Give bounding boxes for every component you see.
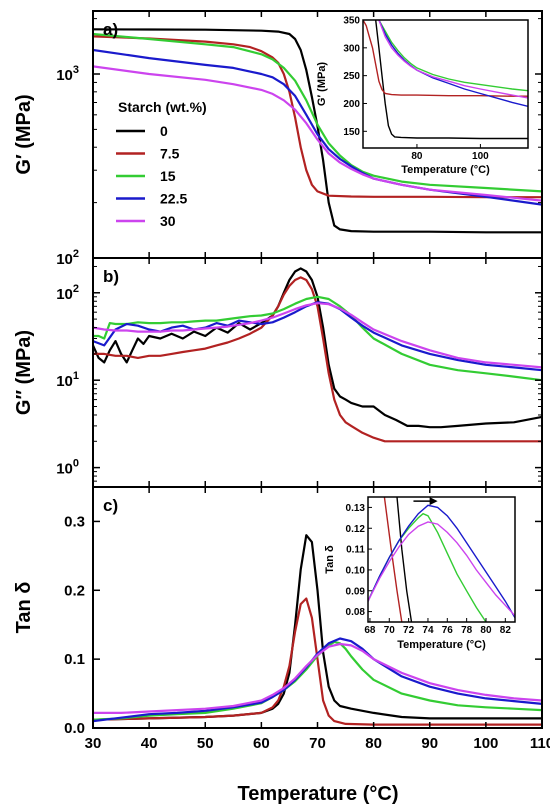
inset-c-tan-delta-zoom: 68 70 72 74 76 78 80 82 0.08 0.09 0.10 0.11 0.12 0.13… xyxy=(324,496,516,651)
inset-x-tick-label: 70 xyxy=(384,625,396,636)
y-tick-label: 0.1 xyxy=(64,651,85,668)
y-tick-label: 100 xyxy=(56,458,79,478)
y-tick-label: 103 xyxy=(56,64,79,84)
inset-y-tick-label: 350 xyxy=(343,16,360,27)
y-tick-label-exponent: 3 xyxy=(73,64,79,76)
y-tick-label: 101 xyxy=(56,370,79,390)
series-line-7.5 xyxy=(93,276,542,443)
legend-entry: 0 xyxy=(160,123,168,139)
inset-a-storage-modulus-zoom: 80 100 150 200 250 300 350 Temperature (°C) G′ (… xyxy=(316,16,529,176)
inset-x-tick-label: 80 xyxy=(480,625,492,636)
inset-arrow-head xyxy=(429,497,438,506)
inset-x-tick-label: 68 xyxy=(364,625,376,636)
y-tick-label: 0.0 xyxy=(64,720,85,737)
inset-x-tick-label: 80 xyxy=(411,151,423,162)
y-tick-label-exponent: 2 xyxy=(73,248,79,260)
series-line-7.5 xyxy=(93,35,542,199)
series-line-0 xyxy=(93,267,542,429)
inset-x-axis-label: Temperature (°C) xyxy=(401,164,490,176)
y-axis-label: G″ (MPa) xyxy=(13,330,35,415)
series-line-15 xyxy=(93,295,542,382)
inset-y-tick-label: 150 xyxy=(343,127,360,138)
legend-entry: 22.5 xyxy=(160,191,187,207)
inset-y-tick-label: 300 xyxy=(343,43,360,54)
inset-frame xyxy=(362,19,529,149)
inset-frame xyxy=(367,496,516,623)
x-tick-label: 40 xyxy=(141,735,158,752)
series-line-15 xyxy=(93,640,542,721)
y-axis-label: G′ (MPa) xyxy=(13,94,35,174)
inset-y-tick-label: 0.08 xyxy=(346,607,366,618)
panel-a-storage-modulus: 102 103 a) G′ (MPa) xyxy=(13,10,543,268)
y-tick-label-exponent: 0 xyxy=(73,458,79,470)
inset-y-axis-label: G′ (MPa) xyxy=(316,62,328,107)
x-tick-label: 90 xyxy=(421,735,438,752)
x-axis-label: Temperature (°C) xyxy=(238,783,399,805)
inset-series-line-0 xyxy=(396,497,413,622)
inset-x-axis-label: Temperature (°C) xyxy=(397,639,486,651)
inset-y-axis-label: Tan δ xyxy=(324,545,336,574)
series-line-30 xyxy=(93,302,542,369)
panel-c-tan-delta: 0.0 0.1 0.2 0.3 30 40 50 60 70 80 90 100 110 c) Tan δ xyxy=(13,486,550,752)
legend-entry: 30 xyxy=(160,213,176,229)
panel-label: a) xyxy=(103,20,118,39)
legend-entry: 7.5 xyxy=(160,146,180,162)
y-axis-label: Tan δ xyxy=(13,582,35,634)
x-tick-label: 100 xyxy=(473,735,498,752)
y-tick-label: 0.2 xyxy=(64,582,85,599)
inset-series-line-22.5 xyxy=(368,504,515,619)
inset-y-tick-label: 0.12 xyxy=(346,524,366,535)
inset-x-tick-label: 78 xyxy=(461,625,473,636)
series-line-0 xyxy=(93,28,542,234)
series-line-7.5 xyxy=(93,597,542,726)
series-line-22.5 xyxy=(93,637,542,723)
panel-label: c) xyxy=(103,496,118,515)
inset-series-line-30 xyxy=(378,20,528,99)
inset-y-tick-label: 0.13 xyxy=(346,503,366,514)
inset-y-tick-label: 0.10 xyxy=(346,565,366,576)
x-tick-label: 110 xyxy=(530,735,550,752)
inset-y-tick-label: 0.09 xyxy=(346,586,366,597)
inset-x-tick-label: 76 xyxy=(442,625,454,636)
y-tick-label-exponent: 1 xyxy=(73,370,79,382)
y-tick-label-exponent: 2 xyxy=(73,283,79,295)
inset-series-line-0 xyxy=(375,20,528,140)
inset-x-tick-label: 100 xyxy=(472,151,489,162)
legend: Starch (wt.%) 0 7.5 15 22.5 30 xyxy=(116,99,207,229)
y-tick-label: 0.3 xyxy=(64,513,85,530)
panel-label: b) xyxy=(103,267,119,286)
inset-y-tick-label: 0.11 xyxy=(346,545,365,556)
y-tick-label: 102 xyxy=(56,283,79,303)
series-line-30 xyxy=(93,642,542,714)
legend-entry: 15 xyxy=(160,168,176,184)
x-tick-label: 50 xyxy=(197,735,214,752)
inset-x-tick-label: 72 xyxy=(403,625,415,636)
series-line-30 xyxy=(93,65,542,202)
y-tick-label: 102 xyxy=(56,248,79,268)
x-tick-label: 70 xyxy=(309,735,326,752)
inset-y-tick-label: 250 xyxy=(343,71,360,82)
legend-title: Starch (wt.%) xyxy=(118,99,207,115)
series-line-15 xyxy=(93,32,542,193)
inset-series-line-7.5 xyxy=(383,497,403,622)
x-tick-label: 60 xyxy=(253,735,270,752)
inset-x-tick-label: 82 xyxy=(500,625,512,636)
inset-y-tick-label: 200 xyxy=(343,99,360,110)
inset-series-line-7.5 xyxy=(363,20,528,97)
inset-series-line-30 xyxy=(368,521,515,617)
series-line-22.5 xyxy=(93,301,542,372)
x-tick-label: 80 xyxy=(365,735,382,752)
inset-series-line-15 xyxy=(378,20,528,92)
x-tick-label: 30 xyxy=(85,735,102,752)
inset-x-tick-label: 74 xyxy=(422,625,434,636)
